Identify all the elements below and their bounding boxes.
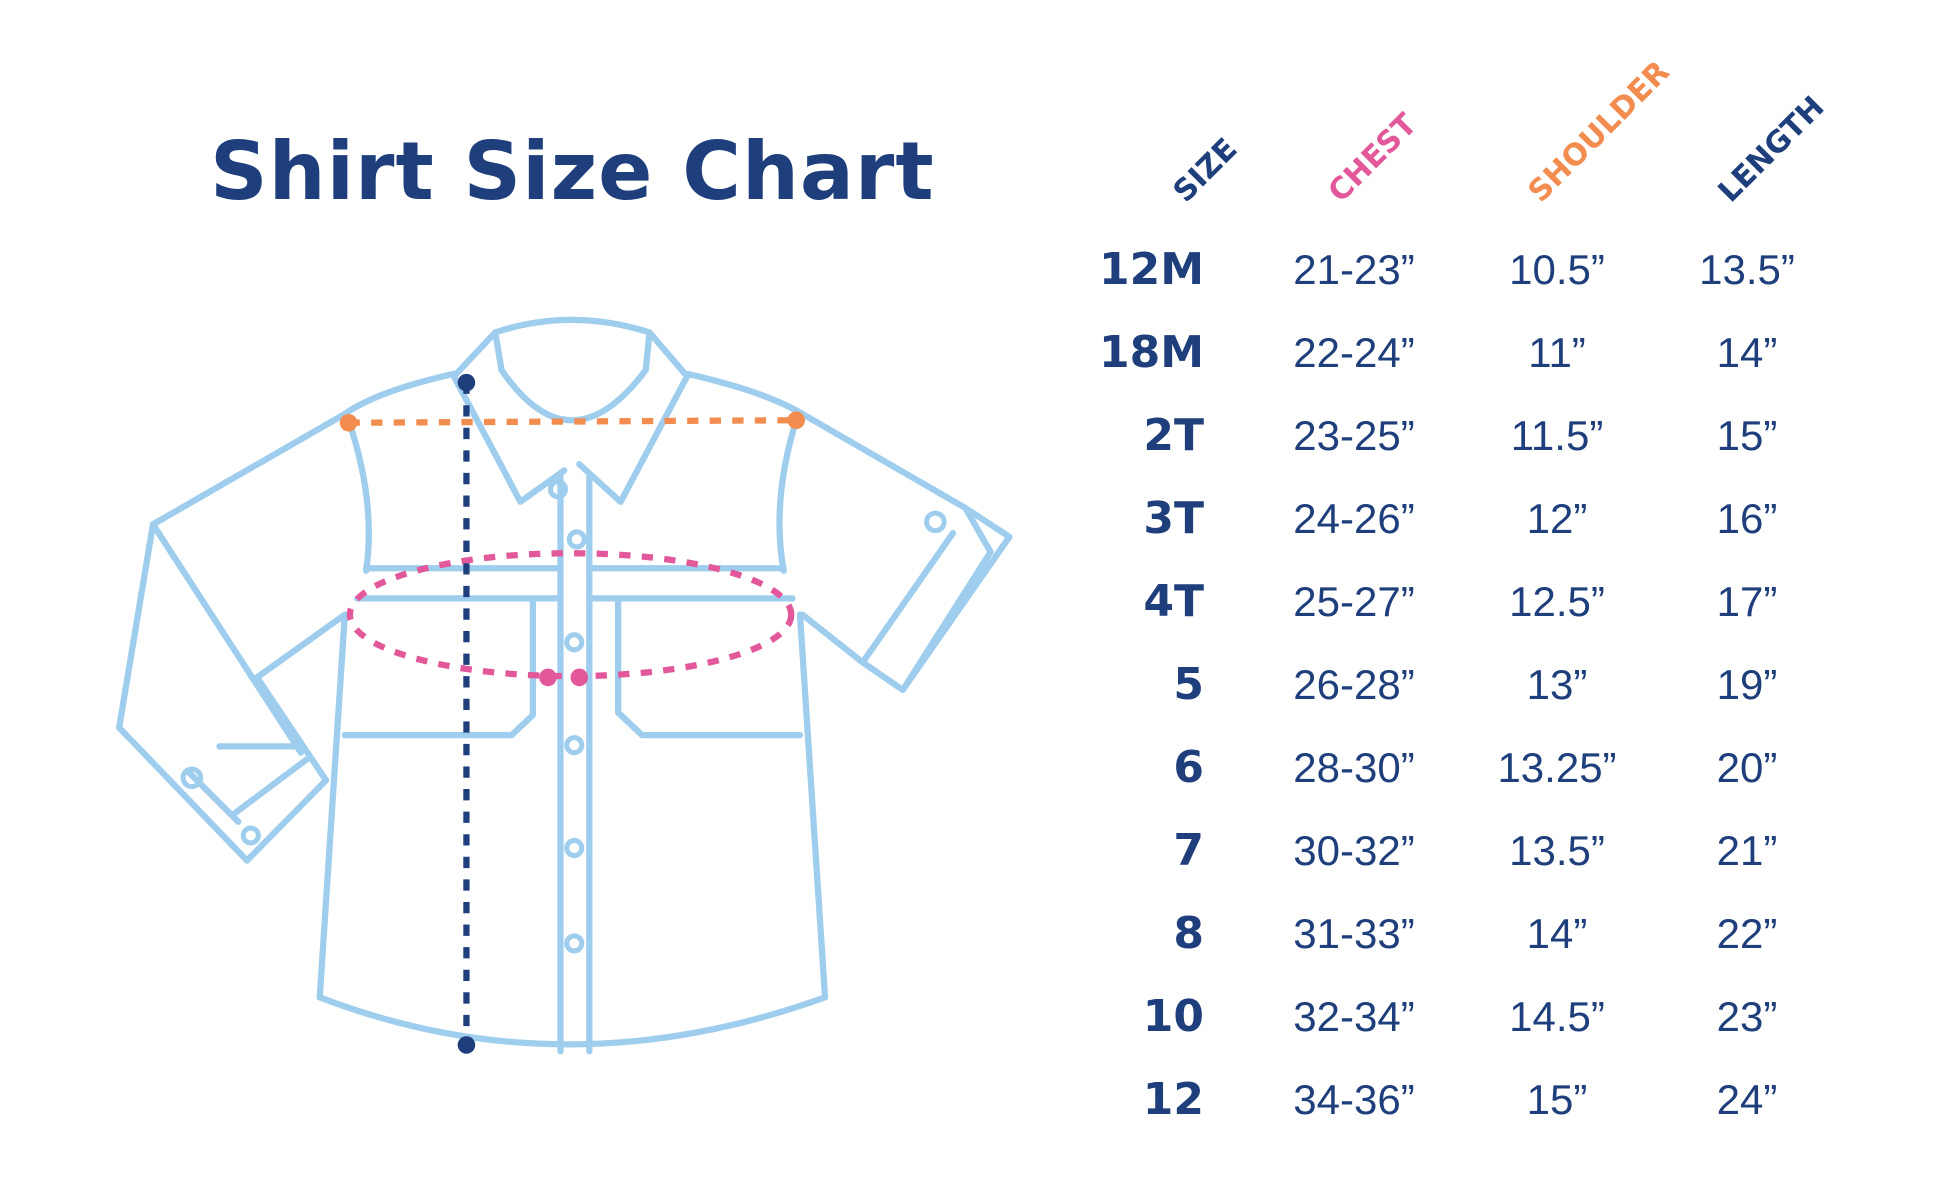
left-shoulder xyxy=(115,370,458,864)
cell-shoulder: 13” xyxy=(1526,661,1588,708)
cell-chest: 30-32” xyxy=(1293,827,1415,874)
cell-shoulder: 14.5” xyxy=(1509,993,1605,1040)
cell-size: 12M xyxy=(1098,244,1204,295)
cell-chest: 22-24” xyxy=(1293,329,1415,376)
length-measure xyxy=(457,373,476,1054)
cell-chest: 32-34” xyxy=(1293,993,1415,1040)
table-row: 12M 21-23” 10.5” 13.5” xyxy=(0,240,1946,300)
cell-chest: 21-23” xyxy=(1293,246,1415,293)
cell-length: 23” xyxy=(1716,993,1778,1040)
right-shoulder xyxy=(683,370,1013,694)
cell-chest: 26-28” xyxy=(1293,661,1415,708)
table-row: 10 32-34” 14.5” 23” xyxy=(0,987,1946,1047)
cell-shoulder: 15” xyxy=(1526,1076,1588,1123)
cell-size: 7 xyxy=(1173,825,1204,876)
table-row: 12 34-36” 15” 24” xyxy=(0,1070,1946,1130)
cell-shoulder: 10.5” xyxy=(1509,246,1605,293)
left-pocket xyxy=(341,595,537,739)
cell-length: 15” xyxy=(1716,412,1778,459)
cell-shoulder: 13.5” xyxy=(1509,827,1605,874)
page-title: Shirt Size Chart xyxy=(210,125,935,218)
table-row: 18M 22-24” 11” 14” xyxy=(0,323,1946,383)
cell-shoulder: 14” xyxy=(1526,910,1588,957)
placket xyxy=(557,473,593,1055)
cell-shoulder: 13.25” xyxy=(1497,744,1617,791)
cell-size: 2T xyxy=(1143,410,1204,461)
cell-size: 12 xyxy=(1142,1074,1204,1125)
cell-length: 13.5” xyxy=(1699,246,1795,293)
cell-length: 19” xyxy=(1716,661,1778,708)
shirt-body xyxy=(316,611,829,1048)
cell-size: 8 xyxy=(1173,908,1204,959)
cell-shoulder: 12.5” xyxy=(1509,578,1605,625)
cell-size: 4T xyxy=(1143,576,1204,627)
cell-shoulder: 12” xyxy=(1526,495,1588,542)
cell-length: 20” xyxy=(1716,744,1778,791)
cell-length: 14” xyxy=(1716,329,1778,376)
cell-size: 5 xyxy=(1173,659,1204,710)
cell-size: 3T xyxy=(1143,493,1204,544)
cell-chest: 28-30” xyxy=(1293,744,1415,791)
cell-chest: 31-33” xyxy=(1293,910,1415,957)
table-row: 6 28-30” 13.25” 20” xyxy=(0,738,1946,798)
cell-chest: 34-36” xyxy=(1293,1076,1415,1123)
cell-shoulder: 11” xyxy=(1528,329,1586,376)
cell-size: 18M xyxy=(1098,327,1204,378)
table-row: 2T 23-25” 11.5” 15” xyxy=(0,406,1946,466)
cell-size: 10 xyxy=(1142,991,1204,1042)
collar xyxy=(450,316,691,505)
right-pocket xyxy=(615,595,804,739)
shoulder-measure xyxy=(339,411,805,432)
cell-length: 16” xyxy=(1716,495,1778,542)
cell-length: 21” xyxy=(1716,827,1778,874)
table-row: 4T 25-27” 12.5” 17” xyxy=(0,572,1946,632)
cell-length: 17” xyxy=(1716,578,1778,625)
cell-size: 6 xyxy=(1173,742,1204,793)
cell-chest: 23-25” xyxy=(1293,412,1415,459)
table-row: 5 26-28” 13” 19” xyxy=(0,655,1946,715)
table-row: 7 30-32” 13.5” 21” xyxy=(0,821,1946,881)
cell-chest: 25-27” xyxy=(1293,578,1415,625)
cell-length: 22” xyxy=(1716,910,1778,957)
chest-measure xyxy=(346,550,795,687)
cell-shoulder: 11.5” xyxy=(1510,412,1604,459)
table-row: 3T 24-26” 12” 16” xyxy=(0,489,1946,549)
cell-length: 24” xyxy=(1716,1076,1778,1123)
cell-chest: 24-26” xyxy=(1293,495,1415,542)
table-row: 8 31-33” 14” 22” xyxy=(0,904,1946,964)
